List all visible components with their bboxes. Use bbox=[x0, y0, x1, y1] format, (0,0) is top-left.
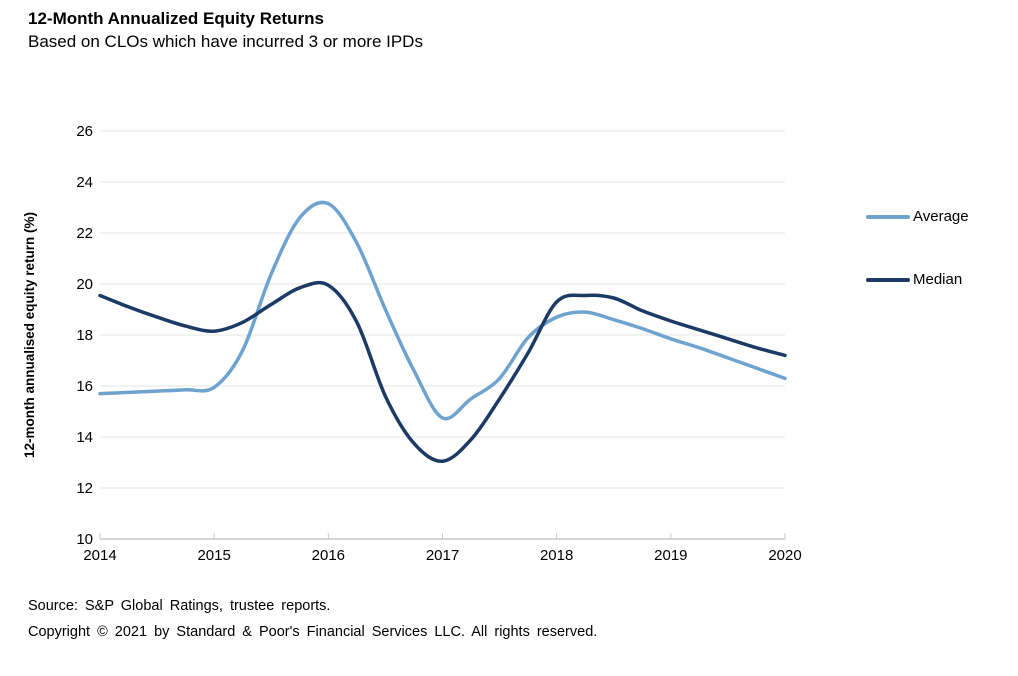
y-axis-label: 12-month annualised equity return (%) bbox=[22, 212, 37, 458]
x-tick-label: 2019 bbox=[654, 547, 687, 564]
chart-subtitle: Based on CLOs which have incurred 3 or m… bbox=[28, 32, 423, 51]
chart-title: 12-Month Annualized Equity Returns bbox=[28, 9, 324, 28]
x-tick-label: 2016 bbox=[312, 547, 345, 564]
x-tick-label: 2015 bbox=[197, 547, 230, 564]
y-tick-label: 12 bbox=[76, 480, 93, 497]
y-tick-label: 26 bbox=[76, 123, 93, 140]
y-tick-label: 16 bbox=[76, 378, 93, 395]
x-tick-label: 2020 bbox=[768, 547, 801, 564]
x-tick-label: 2014 bbox=[83, 547, 116, 564]
y-tick-label: 18 bbox=[76, 327, 93, 344]
y-tick-label: 20 bbox=[76, 276, 93, 293]
x-tick-label: 2018 bbox=[540, 547, 573, 564]
y-tick-label: 22 bbox=[76, 225, 93, 242]
median-line bbox=[98, 280, 787, 463]
copyright-note: Copyright © 2021 by Standard & Poor's Fi… bbox=[28, 624, 598, 640]
y-tick-label: 14 bbox=[76, 429, 93, 446]
y-tick-label: 24 bbox=[76, 174, 93, 191]
x-tick-label: 2017 bbox=[426, 547, 459, 564]
source-note: Source: S&P Global Ratings, trustee repo… bbox=[28, 598, 331, 614]
y-tick-label: 10 bbox=[76, 531, 93, 548]
average-line bbox=[98, 200, 787, 421]
